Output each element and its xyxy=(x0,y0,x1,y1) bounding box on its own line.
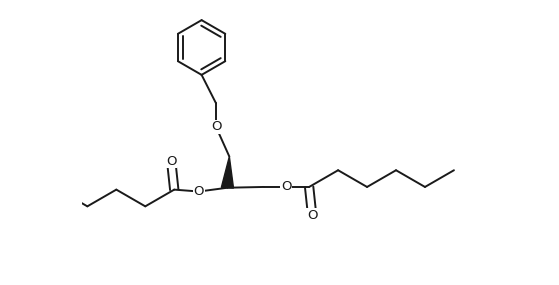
Text: O: O xyxy=(307,209,318,222)
Text: O: O xyxy=(281,180,292,194)
Text: O: O xyxy=(193,185,204,198)
Text: O: O xyxy=(211,121,221,133)
Polygon shape xyxy=(221,156,234,188)
Text: O: O xyxy=(166,155,177,168)
